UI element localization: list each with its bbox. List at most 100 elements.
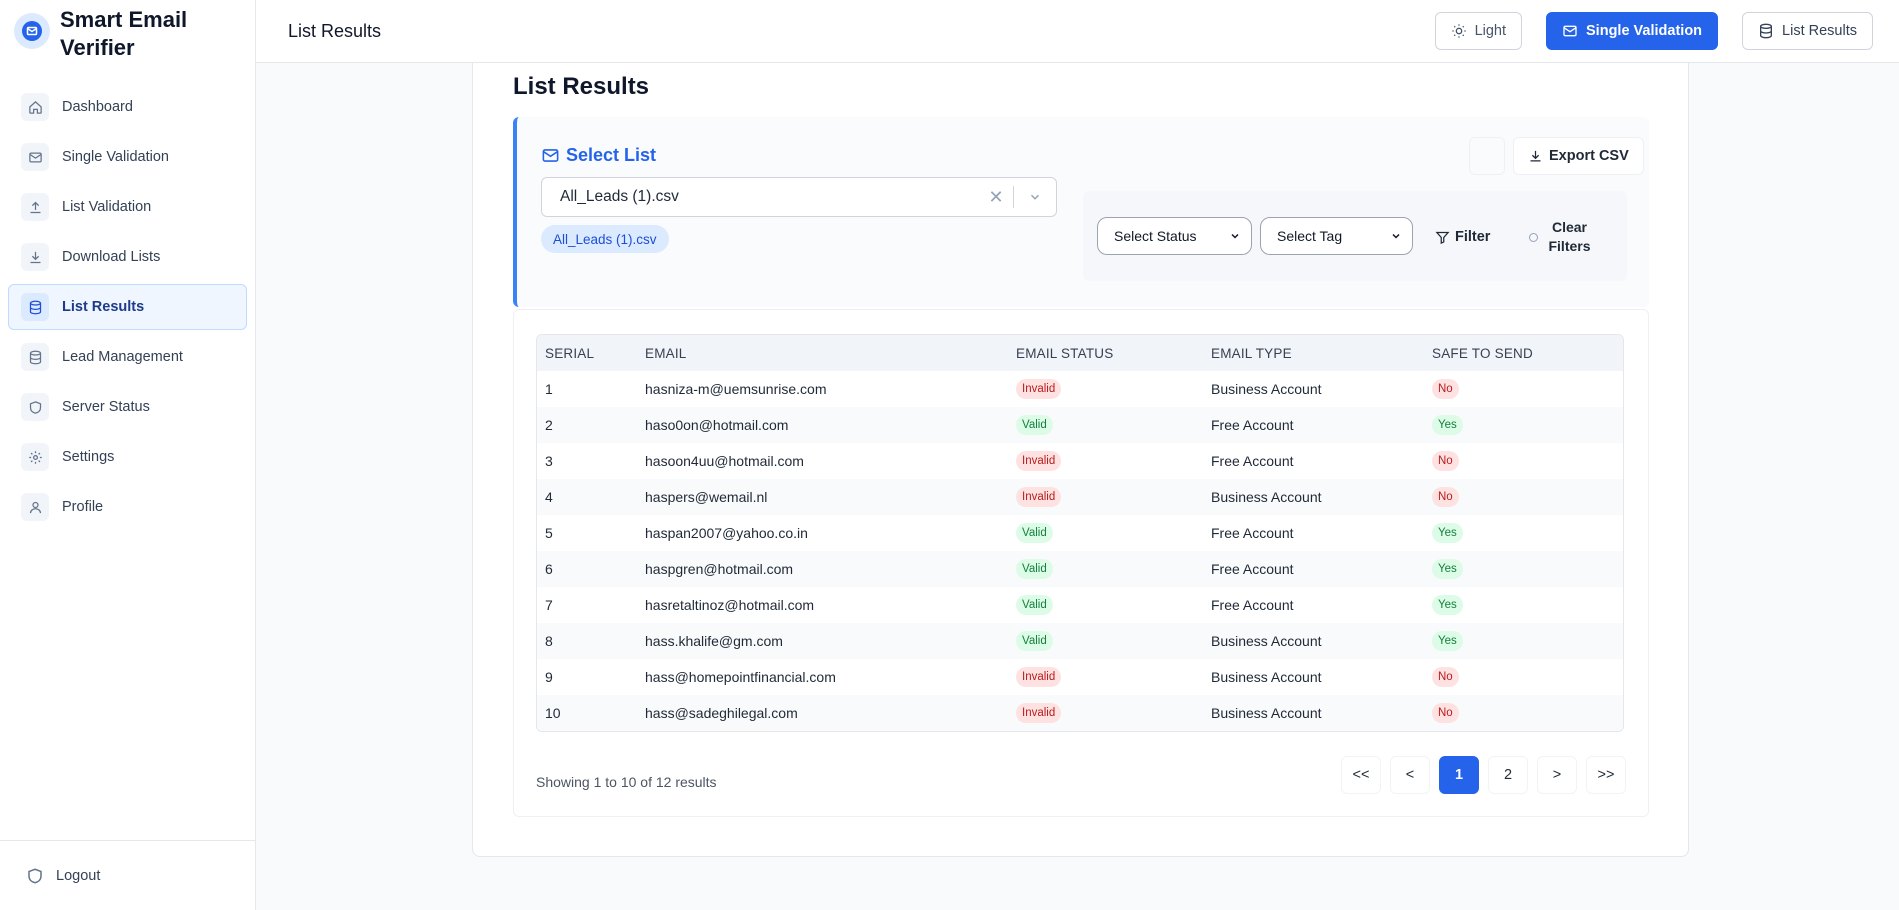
single-validation-button[interactable]: Single Validation [1546,12,1719,50]
email-cell: haso0on@hotmail.com [645,417,789,433]
safe-cell: No [1432,443,1623,479]
funnel-icon [1435,231,1450,244]
sidebar: Smart Email Verifier Dashboard Single Val… [0,0,256,910]
upload-icon [21,193,49,221]
safe-cell: Yes [1432,587,1623,623]
safe-to-send-badge: Yes [1432,631,1463,651]
first-page-button[interactable]: << [1341,756,1381,794]
logout-label: Logout [56,867,101,884]
status-select[interactable]: Select Status [1097,217,1252,255]
clear-circle-icon [1528,232,1538,242]
single-validation-label: Single Validation [1586,23,1703,39]
table-header-row: SERIAL EMAIL EMAIL STATUS EMAIL TYPE SAFE TO… [537,335,1623,371]
status-badge: Invalid [1016,451,1062,471]
shield-icon [28,867,42,884]
tag-select-value: Select Tag [1277,228,1343,244]
database-icon [21,343,49,371]
type-cell: Business Account [1211,489,1322,505]
chevron-down-icon[interactable] [1014,190,1056,204]
safe-cell: No [1432,695,1623,731]
sidebar-item-server-status[interactable]: Server Status [8,384,247,430]
sidebar-item-dashboard[interactable]: Dashboard [8,84,247,130]
theme-toggle-button[interactable]: Light [1434,12,1523,50]
filter-button[interactable]: Filter [1423,219,1502,255]
tag-select[interactable]: Select Tag [1260,217,1413,255]
list-results-button[interactable]: List Results [1742,12,1873,50]
logout-button[interactable]: Logout [0,840,255,910]
blank-action-button[interactable] [1469,137,1505,175]
pagination-summary: Showing 1 to 10 of 12 results [536,774,717,790]
safe-to-send-badge: No [1432,667,1459,687]
selected-list-chip[interactable]: All_Leads (1).csv [541,225,669,253]
status-cell: Invalid [1016,443,1211,479]
safe-to-send-badge: Yes [1432,415,1463,435]
select-list-label: Select List [566,145,657,165]
status-badge: Invalid [1016,487,1062,507]
safe-cell: No [1432,371,1623,407]
sidebar-item-profile[interactable]: Profile [8,484,247,530]
email-cell: haspan2007@yahoo.co.in [645,525,808,541]
column-header-email-type: EMAIL TYPE [1211,345,1292,361]
table-row: 2 haso0on@hotmail.com Valid Free Account Yes [537,407,1623,443]
download-icon [1530,150,1541,161]
type-cell: Business Account [1211,705,1322,721]
next-page-button[interactable]: > [1537,756,1577,794]
serial-cell: 7 [545,597,553,613]
type-cell: Business Account [1211,633,1322,649]
safe-to-send-badge: Yes [1432,595,1463,615]
list-select-value: All_Leads (1).csv [560,188,679,205]
page-1-button[interactable]: 1 [1439,756,1479,794]
type-cell: Free Account [1211,597,1294,613]
safe-to-send-badge: No [1432,487,1459,507]
sidebar-item-label: Dashboard [62,99,133,115]
sidebar-item-single-validation[interactable]: Single Validation [8,134,247,180]
safe-to-send-badge: Yes [1432,559,1463,579]
mail-icon [21,143,49,171]
safe-to-send-badge: Yes [1432,523,1463,543]
mail-icon [1563,25,1577,37]
sidebar-item-lead-management[interactable]: Lead Management [8,334,247,380]
serial-cell: 3 [545,453,553,469]
chevron-down-icon [1392,233,1400,239]
status-cell: Invalid [1016,659,1211,695]
status-badge: Valid [1016,523,1053,543]
combobox-separator [1013,186,1014,208]
status-cell: Valid [1016,551,1211,587]
email-cell: hasoon4uu@hotmail.com [645,453,804,469]
safe-cell: No [1432,479,1623,515]
email-cell: hass.khalife@gm.com [645,633,783,649]
pagination: << <1 2 > >> [1332,756,1626,794]
sidebar-item-label: List Results [62,299,145,315]
email-cell: haspgren@hotmail.com [645,561,794,577]
serial-cell: 9 [545,669,553,685]
serial-cell: 2 [545,417,553,433]
table-row: 9 hass@homepointfinancial.com Invalid Busin… [537,659,1623,695]
header-title: List Results [288,20,382,41]
main-panel: List Results Select List All_Leads (1).c… [472,63,1689,857]
email-cell: haspers@wemail.nl [645,489,768,505]
clear-filters-button[interactable]: Clear Filters [1517,211,1605,263]
filter-box: Select Status Select Tag Filter Clear Fi… [1083,191,1627,281]
status-badge: Valid [1016,595,1053,615]
brand: Smart Email Verifier [0,0,255,74]
select-list-heading: Select List [541,145,656,166]
export-csv-button[interactable]: Export CSV [1513,137,1644,175]
page-2-button[interactable]: 2 [1488,756,1528,794]
last-page-button[interactable]: >> [1586,756,1626,794]
safe-cell: No [1432,659,1623,695]
sidebar-item-settings[interactable]: Settings [8,434,247,480]
table-row: 7 hasretaltinoz@hotmail.com Valid Free Acco… [537,587,1623,623]
sidebar-item-list-validation[interactable]: List Validation [8,184,247,230]
sidebar-item-download-lists[interactable]: Download Lists [8,234,247,280]
previous-page-button[interactable]: < [1390,756,1430,794]
status-cell: Invalid [1016,371,1211,407]
home-icon [21,93,49,121]
clear-selection-icon[interactable]: ✕ [988,186,1004,207]
table-row: 6 haspgren@hotmail.com Valid Free Account Ye… [537,551,1623,587]
safe-cell: Yes [1432,515,1623,551]
list-select-combobox[interactable]: All_Leads (1).csv ✕ [541,177,1057,217]
sidebar-item-label: Profile [62,499,104,515]
table-row: 10 hass@sadeghilegal.com Invalid Business A… [537,695,1623,731]
sidebar-item-list-results[interactable]: List Results [8,284,247,330]
brand-logo-icon [14,13,50,49]
